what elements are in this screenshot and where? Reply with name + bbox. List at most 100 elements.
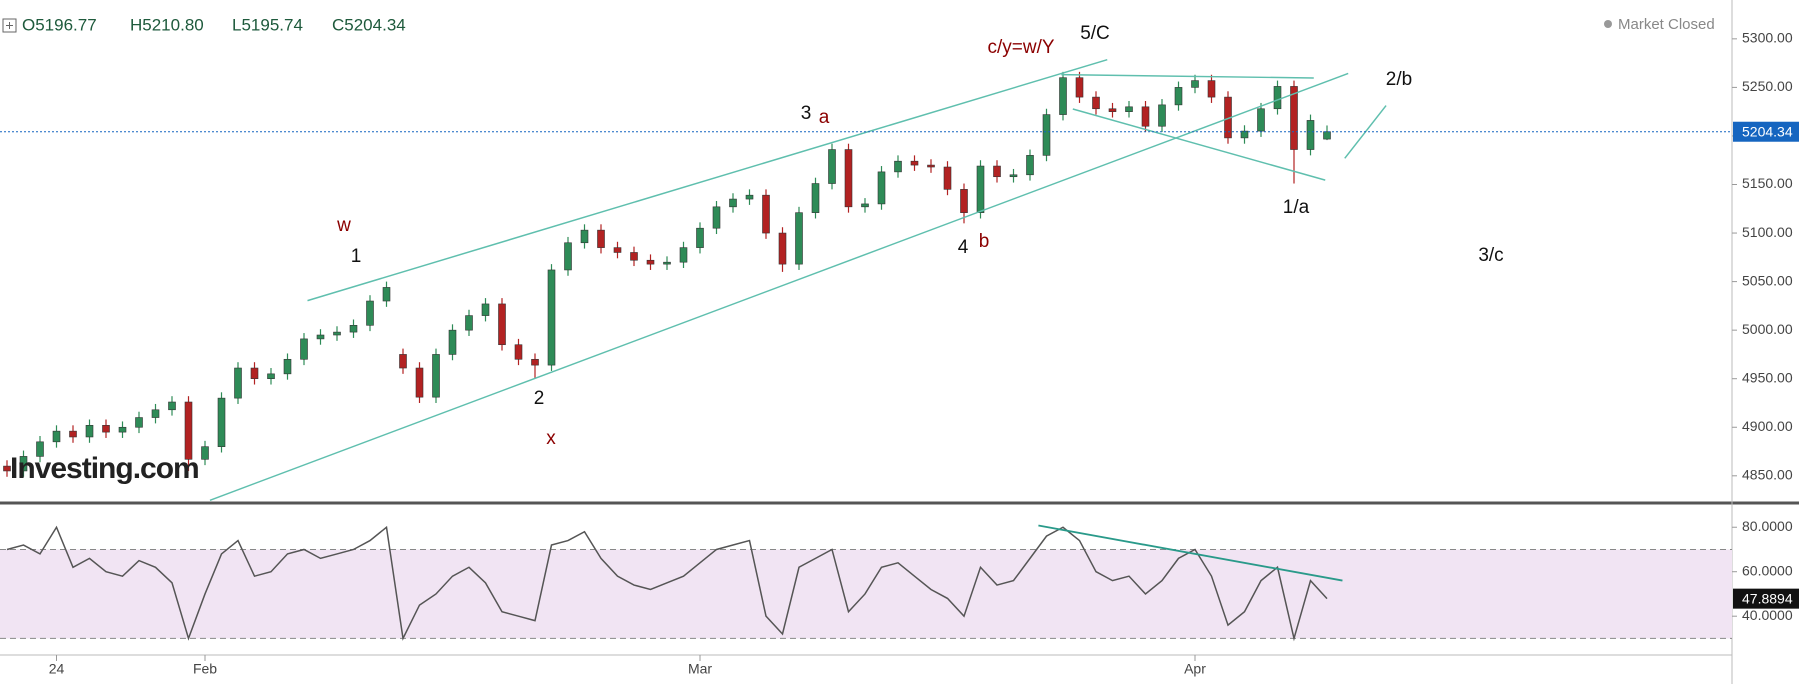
y-tick-label: 4850.00: [1742, 467, 1793, 483]
candle-body: [877, 171, 886, 205]
candle-body: [663, 261, 671, 265]
rsi-trend-line: [1038, 524, 1343, 582]
candle-body: [828, 149, 836, 184]
candle-body: [349, 324, 358, 333]
wave-label: 1: [351, 246, 362, 267]
x-tick-label: Mar: [688, 661, 712, 677]
candle-body: [118, 426, 127, 433]
wave-label: x: [546, 428, 556, 449]
x-tick-label: Feb: [193, 661, 217, 677]
ohlc-value: C5204.34: [332, 15, 406, 34]
candle-body: [910, 160, 919, 166]
candle-body: [943, 166, 952, 190]
ohlc-header: O5196.77 H5210.80 L5195.74 C5204.34: [22, 15, 406, 34]
candle-body: [52, 430, 61, 443]
y-tick-label: 80.0000: [1742, 518, 1793, 534]
trend-lines: [209, 58, 1387, 582]
candle-body: [861, 203, 869, 208]
candle-body: [498, 303, 506, 346]
candle-body: [36, 441, 44, 457]
candle-body: [481, 303, 490, 316]
candle-body: [234, 367, 242, 399]
candle-body: [597, 229, 605, 248]
wave-label: w: [336, 215, 351, 236]
rsi-band: [0, 549, 1732, 639]
candle-body: [1257, 108, 1265, 132]
wave-label: 5/C: [1080, 23, 1110, 44]
ohlc-value: L5195.74: [232, 15, 303, 34]
y-tick-label: 5250.00: [1742, 78, 1793, 94]
candle-body: [1009, 174, 1018, 178]
wave-label: 4: [958, 237, 969, 258]
candle-body: [679, 247, 688, 263]
candle-body: [1290, 86, 1298, 150]
candle-body: [927, 164, 935, 168]
wave-label: 2/b: [1386, 69, 1412, 90]
wave-label: c/y=w/Y: [987, 37, 1054, 58]
candle-body: [69, 430, 77, 438]
candle-body: [1026, 155, 1034, 176]
candles: [3, 71, 1331, 642]
candle-body: [976, 165, 985, 213]
candle-body: [613, 247, 622, 253]
watermark: Investing.com: [10, 452, 199, 485]
candle-body: [399, 354, 407, 369]
candle-body: [102, 425, 110, 433]
ohlc-value: H5210.80: [130, 15, 204, 34]
candle-body: [646, 259, 655, 265]
candle-body: [844, 149, 853, 208]
candle-body: [778, 232, 787, 265]
candle-body: [316, 334, 325, 340]
y-tick-label: 4950.00: [1742, 369, 1793, 385]
trend-line: [1072, 108, 1326, 181]
wave-label: 3: [801, 103, 812, 124]
candle-body: [1240, 130, 1249, 139]
candle-body: [1323, 131, 1331, 140]
candle-body: [366, 300, 374, 326]
candle-body: [267, 373, 275, 380]
y-tick-label: 5100.00: [1742, 224, 1793, 240]
candle-body: [712, 206, 721, 229]
candle-body: [894, 160, 902, 173]
rsi-line: [6, 525, 1328, 642]
candle-body: [514, 344, 523, 360]
last-price-box: [1733, 121, 1799, 142]
market-status: Market Closed: [1618, 16, 1715, 33]
candle-body: [1108, 108, 1117, 112]
candle-body: [432, 354, 440, 398]
candle-body: [1207, 80, 1216, 98]
candle-body: [795, 212, 803, 265]
candle-body: [1141, 106, 1150, 127]
wave-label: 2: [534, 388, 545, 409]
candle-body: [19, 456, 28, 472]
candle-body: [85, 425, 94, 438]
x-tick-label: 24: [49, 661, 65, 677]
candle-body: [811, 183, 820, 213]
candle-body: [201, 446, 209, 460]
rsi-last-box: [1733, 588, 1799, 609]
candle-body: [580, 229, 589, 244]
candle-body: [1191, 80, 1199, 88]
candle-body: [382, 287, 391, 302]
candle-body: [696, 227, 704, 248]
candle-body: [960, 189, 968, 213]
candle-body: [217, 397, 226, 447]
candle-body: [745, 194, 754, 200]
wave-label: 3/c: [1478, 245, 1503, 266]
candle-body: [415, 367, 424, 398]
candle-body: [448, 329, 457, 355]
y-tick-label: 5000.00: [1742, 321, 1793, 337]
y-tick-label: 60.0000: [1742, 562, 1793, 578]
candle-body: [300, 338, 308, 360]
candle-body: [333, 331, 341, 336]
wave-label: a: [819, 107, 830, 128]
candle-body: [564, 242, 572, 271]
last-price-label: 5204.34: [1742, 123, 1793, 139]
y-tick-label: 5050.00: [1742, 272, 1793, 288]
wave-label: b: [979, 231, 990, 252]
overlay: 4850.00 4900.00 4950.00 5000.00 5050.00 5100.…: [0, 23, 1799, 677]
candle-body: [1273, 86, 1282, 110]
candle-body: [993, 165, 1001, 178]
candle-body: [1092, 96, 1100, 110]
